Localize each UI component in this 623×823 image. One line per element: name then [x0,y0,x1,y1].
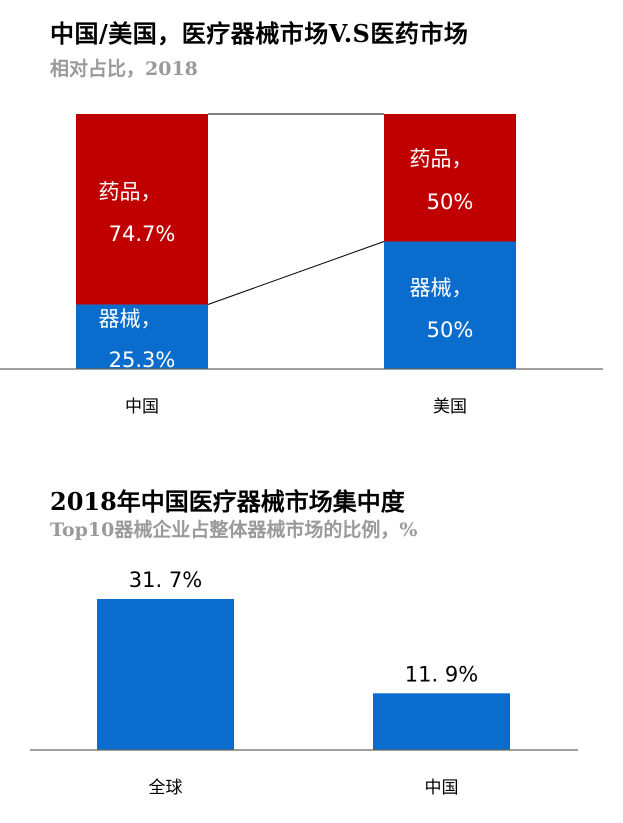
category-label-中国-1: 中国 [125,397,159,417]
category-label-全球-2: 全球 [149,778,183,798]
category-label-美国: 美国 [433,397,467,417]
value-label-中国: 11. 9% [405,662,478,686]
connector-line-split [207,241,385,305]
segment-label-器械-美国: 器械， [410,276,473,300]
category-label-中国-2: 中国 [425,778,459,798]
bar-segment-药品-美国 [384,114,516,242]
segment-value-药品-美国: 50% [427,190,474,214]
segment-label-药品-中国: 药品， [99,180,162,204]
bar-全球 [97,599,234,750]
chart2-subtitle: Top10器械企业占整体器械市场的比例，% [50,519,418,541]
bar-中国 [373,693,510,750]
segment-value-器械-中国: 25.3% [109,348,176,372]
chart1-subtitle: 相对占比，2018 [50,58,198,80]
bar-segment-器械-中国 [76,304,208,369]
segment-label-器械-中国: 器械， [99,307,162,331]
value-label-全球: 31. 7% [129,568,202,592]
segment-value-药品-中国: 74.7% [109,222,176,246]
chart2-title: 2018年中国医疗器械市场集中度 [50,487,405,516]
bar-segment-药品-中国 [76,114,208,305]
chart1-title: 中国/美国，医疗器械市场V.S医药市场 [50,19,469,48]
bar-segment-器械-美国 [384,241,516,369]
segment-value-器械-美国: 50% [427,318,474,342]
segment-label-药品-美国: 药品， [410,147,473,171]
